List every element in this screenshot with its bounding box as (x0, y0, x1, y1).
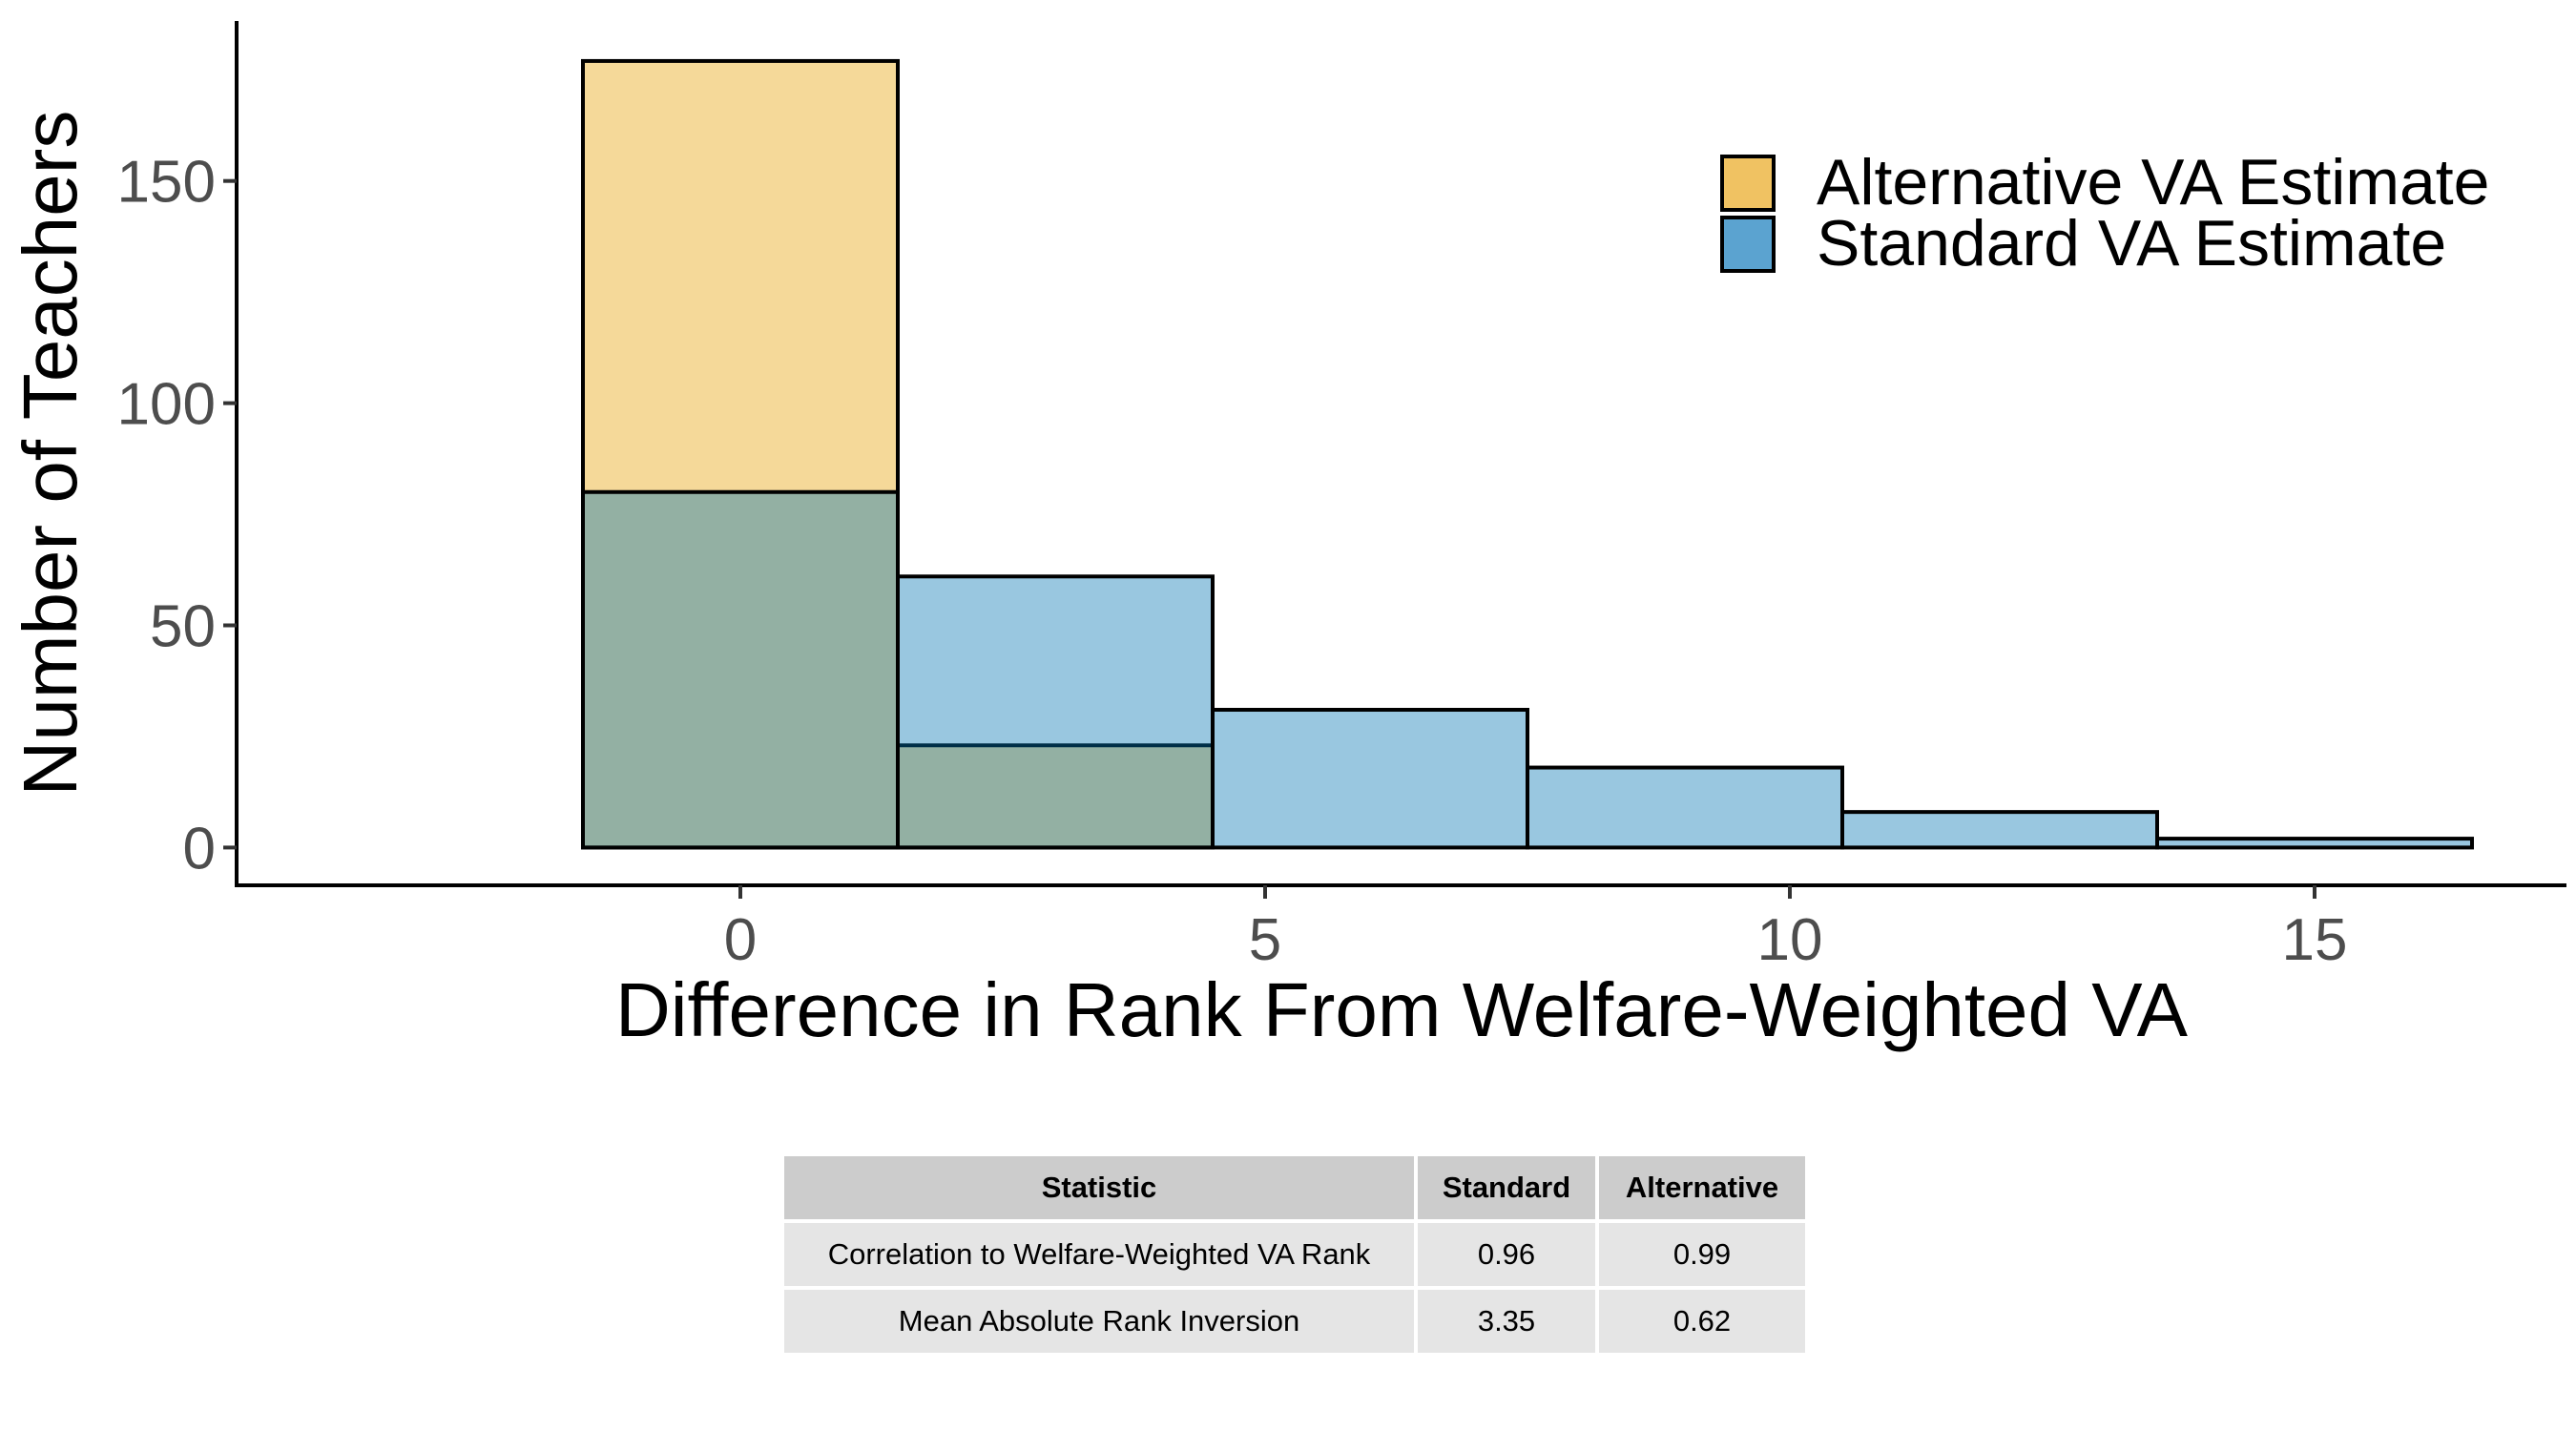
y-tick-label: 150 (117, 150, 216, 216)
histogram-bar (1211, 708, 1529, 850)
y-tick-label: 0 (183, 816, 216, 881)
x-tick-label: 10 (1757, 907, 1823, 973)
axes-layer (235, 21, 2566, 887)
table-cell-standard: 0.96 (1418, 1223, 1595, 1286)
y-axis-title: Number of Teachers (8, 111, 93, 797)
y-tick-label: 100 (117, 372, 216, 438)
table-cell-alternative: 0.62 (1599, 1290, 1805, 1353)
legend-key (1720, 155, 1776, 212)
legend-label: Alternative VA Estimate (1817, 146, 2490, 218)
x-tick-label: 15 (2282, 907, 2348, 973)
bars-layer (581, 58, 2474, 850)
table-header-alternative: Alternative (1599, 1156, 1805, 1219)
table-cell-statistic: Correlation to Welfare-Weighted VA Rank (784, 1223, 1414, 1286)
x-axis-title: Difference in Rank From Welfare-Weighted… (615, 967, 2189, 1052)
histogram-bar (896, 574, 1215, 850)
table-row: Mean Absolute Rank Inversion 3.35 0.62 (784, 1290, 1805, 1353)
table-row: Correlation to Welfare-Weighted VA Rank … (784, 1223, 1805, 1286)
x-tick-label: 5 (1249, 907, 1281, 973)
histogram-bar (581, 58, 900, 850)
legend-key (1720, 216, 1776, 273)
x-tick-label: 0 (724, 907, 757, 973)
histogram-bar (581, 489, 900, 850)
y-tick-label: 50 (150, 594, 216, 660)
table-header-row: Statistic Standard Alternative (784, 1156, 1805, 1219)
table-cell-statistic: Mean Absolute Rank Inversion (784, 1290, 1414, 1353)
histogram-bar (2155, 837, 2474, 850)
histogram-bar (1526, 765, 1844, 850)
table-cell-standard: 3.35 (1418, 1290, 1595, 1353)
table-cell-alternative: 0.99 (1599, 1223, 1805, 1286)
statistics-table: Statistic Standard Alternative Correlati… (780, 1152, 1809, 1357)
legend-label: Standard VA Estimate (1817, 207, 2446, 280)
table-header-statistic: Statistic (784, 1156, 1414, 1219)
histogram-bar (896, 743, 1215, 850)
histogram-bar (1840, 810, 2159, 850)
table-header-standard: Standard (1418, 1156, 1595, 1219)
